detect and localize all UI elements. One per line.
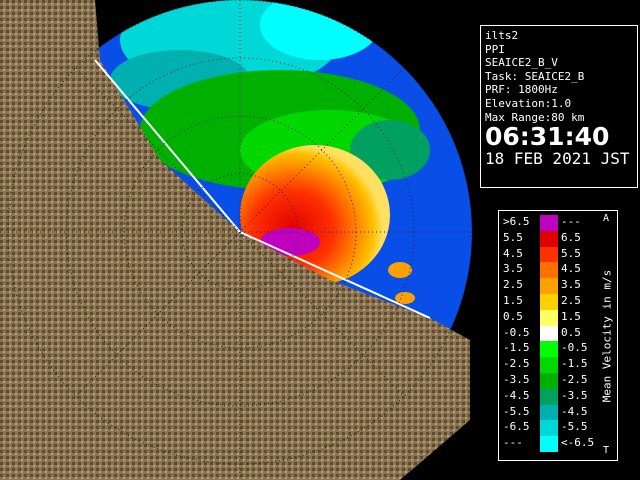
legend-row: -6.5 -5.5 xyxy=(499,420,599,437)
info-panel: ilts2 PPI SEAICE2_B_V Task: SEAICE2_B PRF: 1… xyxy=(480,25,638,188)
legend-left-label: -2.5 xyxy=(503,357,530,371)
radar-map xyxy=(0,0,480,480)
legend-row: -0.5 0.5 xyxy=(499,325,599,342)
legend-row: 1.5 2.5 xyxy=(499,294,599,310)
legend-right-label: 4.5 xyxy=(561,262,581,276)
legend-right-label: 0.5 xyxy=(561,325,581,339)
date: 18 FEB 2021 JST xyxy=(485,149,630,169)
legend-right-label: 6.5 xyxy=(561,230,581,244)
legend-swatch xyxy=(540,357,558,373)
legend-left-label: -0.5 xyxy=(503,325,530,339)
legend-left-label: -3.5 xyxy=(503,373,530,386)
info-line: SEAICE2_B_V xyxy=(485,56,558,70)
legend-swatch xyxy=(540,246,558,263)
terrain xyxy=(0,0,470,480)
legend: Mean Velocity in m/s A T >6.5 --- 5.5 6.5 4.… xyxy=(498,210,618,461)
legend-row: 5.5 6.5 xyxy=(499,230,599,247)
legend-swatch xyxy=(540,215,558,231)
legend-left-label: 3.5 xyxy=(503,262,523,276)
legend-swatch xyxy=(540,309,558,326)
range-rings xyxy=(0,0,480,480)
legend-left-label: -5.5 xyxy=(503,404,530,418)
legend-swatch xyxy=(540,341,558,358)
legend-right-label: --- xyxy=(561,215,581,228)
legend-swatch xyxy=(540,436,558,452)
info-line: Elevation:1.0 xyxy=(485,96,572,110)
legend-swatch xyxy=(540,262,558,279)
legend-left-label: 1.5 xyxy=(503,294,523,307)
legend-row: 3.5 4.5 xyxy=(499,262,599,279)
legend-right-label: -3.5 xyxy=(561,388,588,402)
legend-swatch xyxy=(540,404,558,421)
legend-swatch xyxy=(540,230,558,247)
legend-row: -5.5 -4.5 xyxy=(499,404,599,421)
legend-row: -2.5 -1.5 xyxy=(499,357,599,373)
legend-right-label: <-6.5 xyxy=(561,436,595,450)
info-line: PRF: 1800Hz xyxy=(485,83,558,97)
legend-swatch xyxy=(540,388,558,405)
legend-right-label: 3.5 xyxy=(561,278,581,292)
legend-right-label: -0.5 xyxy=(561,341,588,355)
legend-right-label: 1.5 xyxy=(561,309,581,323)
legend-left-label: 0.5 xyxy=(503,309,523,323)
info-line: PPI xyxy=(485,42,505,56)
legend-right-label: 2.5 xyxy=(561,294,581,307)
echoes xyxy=(110,0,430,304)
legend-swatch xyxy=(540,294,558,310)
legend-row: >6.5 --- xyxy=(499,215,599,231)
legend-title: Mean Velocity in m/s xyxy=(600,269,614,403)
legend-left-label: 2.5 xyxy=(503,278,523,292)
legend-left-label: 4.5 xyxy=(503,246,523,260)
legend-left-label: -1.5 xyxy=(503,341,530,355)
legend-right-label: -2.5 xyxy=(561,373,588,386)
legend-right-label: -1.5 xyxy=(561,357,588,371)
legend-swatch xyxy=(540,373,558,389)
legend-left-label: -6.5 xyxy=(503,420,530,434)
legend-left-label: -4.5 xyxy=(503,388,530,402)
legend-left-label: >6.5 xyxy=(503,215,530,228)
legend-right-label: 5.5 xyxy=(561,246,581,260)
legend-row: -4.5 -3.5 xyxy=(499,388,599,405)
legend-swatch xyxy=(540,278,558,294)
time: 06:31:40 xyxy=(485,122,610,152)
legend-bottom-mark: T xyxy=(603,445,610,456)
info-line: ilts2 xyxy=(485,29,519,42)
legend-top-mark: A xyxy=(603,213,610,224)
legend-row: --- <-6.5 xyxy=(499,436,599,452)
legend-row: 4.5 5.5 xyxy=(499,246,599,263)
legend-left-label: --- xyxy=(503,436,523,450)
legend-swatch xyxy=(540,420,558,437)
legend-right-label: -5.5 xyxy=(561,420,588,434)
legend-row: 2.5 3.5 xyxy=(499,278,599,294)
legend-left-label: 5.5 xyxy=(503,230,523,244)
legend-row: -1.5 -0.5 xyxy=(499,341,599,358)
legend-row: 0.5 1.5 xyxy=(499,309,599,326)
legend-swatch xyxy=(540,325,558,342)
legend-right-label: -4.5 xyxy=(561,404,588,418)
legend-row: -3.5 -2.5 xyxy=(499,373,599,389)
info-line: Task: SEAICE2_B xyxy=(485,69,585,83)
info-line: Max Range:80 km xyxy=(485,110,585,124)
